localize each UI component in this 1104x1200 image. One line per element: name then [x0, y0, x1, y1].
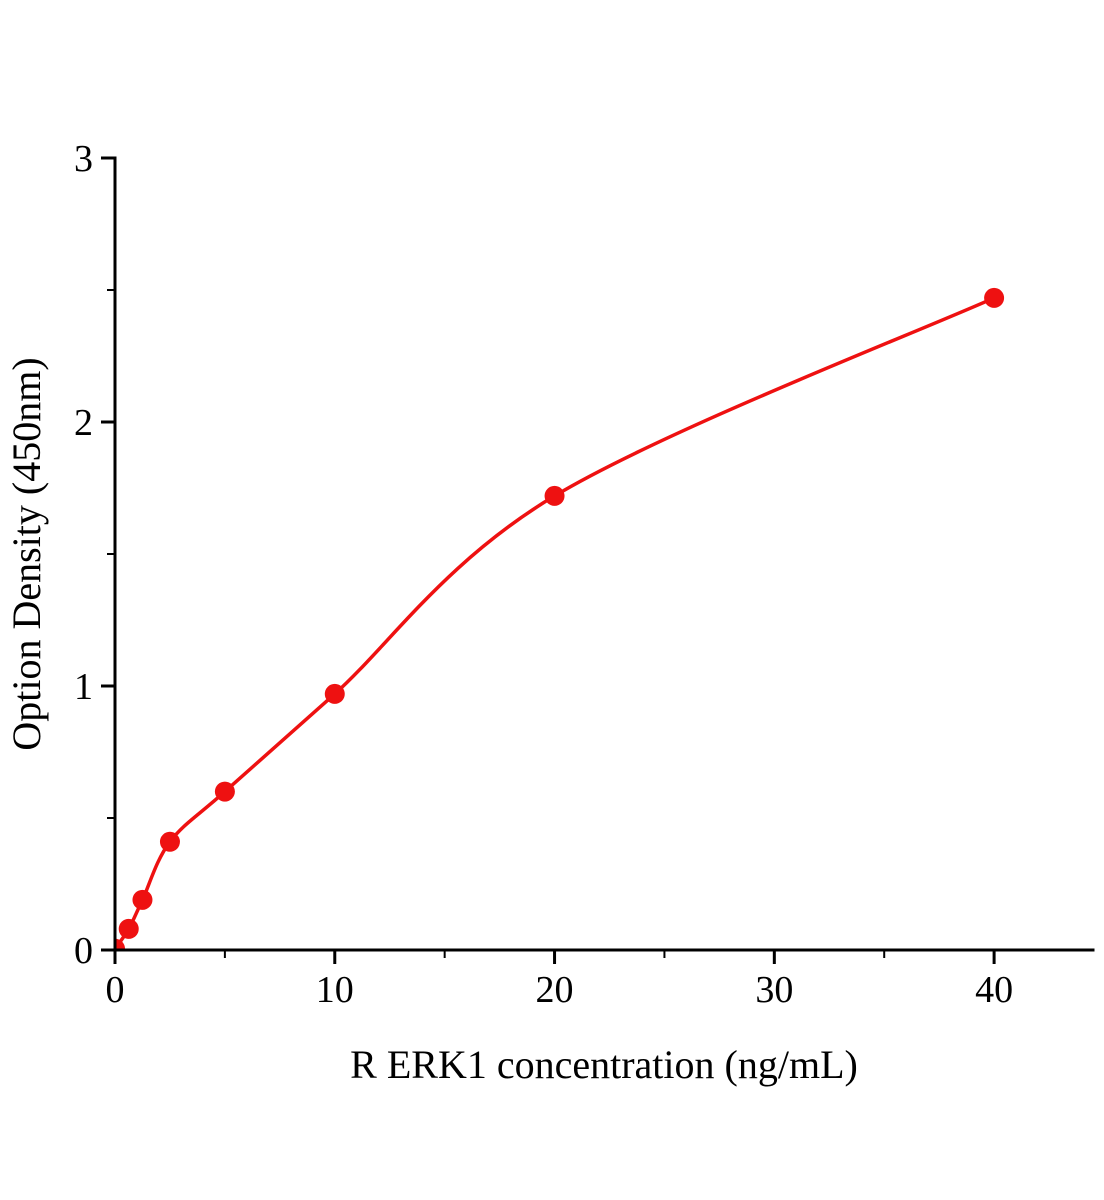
x-tick-label: 40	[975, 969, 1013, 1011]
fit-curve	[115, 296, 996, 950]
axes	[101, 156, 1095, 964]
y-tick-label: 1	[74, 666, 93, 708]
data-point	[984, 287, 1005, 308]
y-tick-label: 3	[74, 138, 93, 180]
data-point	[214, 781, 235, 802]
data-point	[159, 831, 180, 852]
data-point	[544, 485, 565, 506]
y-tick-label: 0	[74, 930, 93, 972]
x-tick-label: 10	[316, 969, 354, 1011]
y-tick-label: 2	[74, 402, 93, 444]
y-axis-title: Option Density (450nm)	[4, 357, 49, 750]
x-axis-title: R ERK1 concentration (ng/mL)	[350, 1042, 858, 1087]
data-point	[324, 683, 345, 704]
data-series	[115, 287, 1005, 950]
x-tick-label: 20	[536, 969, 574, 1011]
data-point	[132, 889, 153, 910]
axis-lines	[113, 156, 1095, 952]
x-tick-label: 0	[106, 969, 125, 1011]
data-point	[118, 918, 139, 939]
x-tick-label: 30	[755, 969, 793, 1011]
tick-labels: 0 10 20 30 40 0 1 2 3	[74, 138, 1013, 1011]
data-point	[115, 938, 125, 950]
